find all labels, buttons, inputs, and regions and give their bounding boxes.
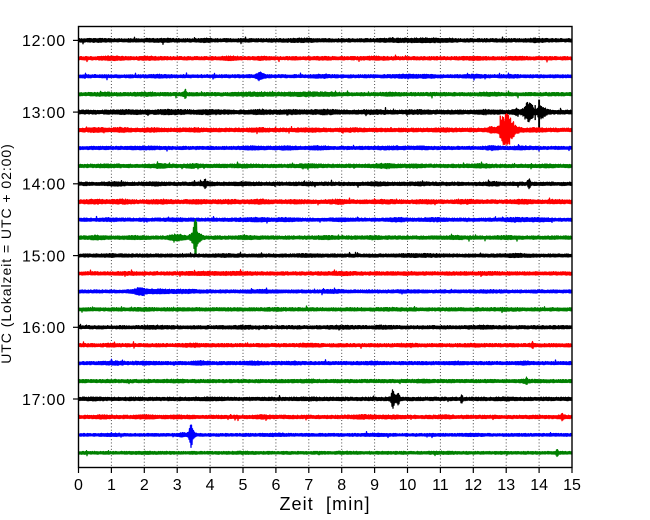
svg-text:0: 0	[74, 477, 83, 494]
svg-text:UTC (Lokalzeit = UTC + 02:00): UTC (Lokalzeit = UTC + 02:00)	[0, 143, 14, 364]
svg-text:14: 14	[530, 477, 548, 494]
svg-text:11: 11	[432, 477, 449, 494]
svg-text:8: 8	[337, 477, 346, 494]
svg-text:15:00: 15:00	[22, 248, 66, 265]
svg-text:3: 3	[173, 477, 182, 494]
svg-text:12: 12	[464, 477, 482, 494]
svg-text:7: 7	[304, 477, 313, 494]
svg-text:14:00: 14:00	[22, 177, 66, 194]
svg-text:6: 6	[271, 477, 280, 494]
svg-text:5: 5	[239, 477, 248, 494]
svg-text:12:00: 12:00	[22, 33, 66, 50]
svg-text:16:00: 16:00	[22, 320, 66, 337]
svg-text:1: 1	[107, 477, 116, 494]
svg-text:9: 9	[370, 477, 379, 494]
svg-text:Zeit [min]: Zeit [min]	[279, 494, 370, 514]
svg-text:17:00: 17:00	[22, 392, 66, 409]
svg-text:4: 4	[206, 477, 215, 494]
svg-text:2: 2	[140, 477, 149, 494]
svg-text:13:00: 13:00	[22, 105, 66, 122]
svg-text:10: 10	[399, 477, 417, 494]
svg-text:15: 15	[563, 477, 581, 494]
svg-text:13: 13	[497, 477, 515, 494]
